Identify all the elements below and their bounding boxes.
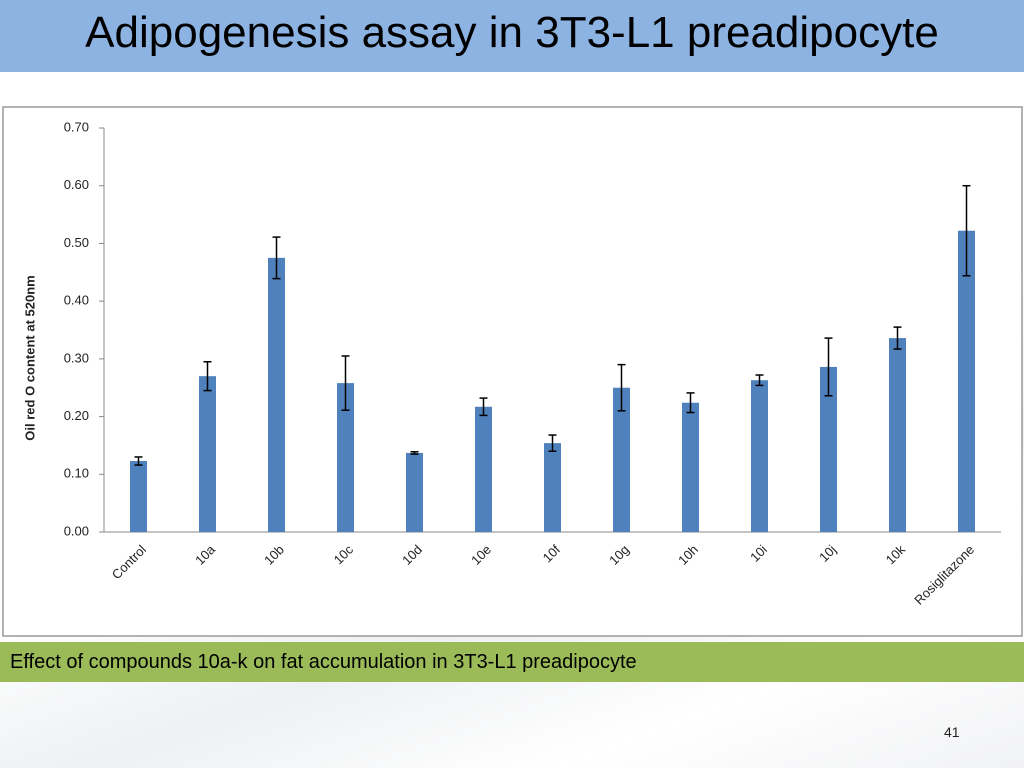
error-bar <box>341 355 350 411</box>
error-bar <box>962 184 971 277</box>
bar <box>682 402 699 532</box>
error-bar <box>479 397 488 417</box>
y-tick-label: 0.60 <box>64 177 89 192</box>
error-bar <box>755 374 764 387</box>
y-tick-label: 0.00 <box>64 523 89 538</box>
error-bar <box>134 456 143 466</box>
error-bar <box>617 363 626 412</box>
y-tick-label: 0.50 <box>64 235 89 250</box>
error-bar <box>548 434 557 452</box>
y-tick-label: 0.30 <box>64 350 89 365</box>
bar <box>613 387 630 532</box>
error-bar <box>686 392 695 414</box>
bar <box>958 230 975 532</box>
error-bar <box>893 326 902 350</box>
bar <box>199 376 216 532</box>
chart-frame <box>2 106 1023 637</box>
bar <box>475 406 492 532</box>
caption: Effect of compounds 10a-k on fat accumul… <box>10 651 637 673</box>
error-bar <box>203 360 212 392</box>
bar <box>889 338 906 532</box>
bar <box>406 452 423 532</box>
y-tick-label: 0.70 <box>64 119 89 134</box>
y-tick-label: 0.10 <box>64 466 89 481</box>
y-tick-label: 0.20 <box>64 408 89 423</box>
title-bar: Adipogenesis assay in 3T3-L1 preadipocyt… <box>0 0 1024 72</box>
page-number: 41 <box>944 724 960 740</box>
y-axis-label: Oil red O content at 520nm <box>22 275 37 440</box>
bar <box>751 380 768 532</box>
error-bar <box>272 236 281 280</box>
y-tick-label: 0.40 <box>64 293 89 308</box>
bar <box>337 383 354 532</box>
bar <box>820 366 837 532</box>
bar <box>268 257 285 532</box>
error-bar <box>824 337 833 397</box>
chart: Oil red O content at 520nm 0.00 0.10 0.20 0… <box>2 106 1023 637</box>
error-bar <box>410 451 419 455</box>
bar <box>544 443 561 532</box>
slide-title: Adipogenesis assay in 3T3-L1 preadipocyt… <box>85 8 939 57</box>
caption-bar: Effect of compounds 10a-k on fat accumul… <box>0 642 1024 682</box>
bar <box>130 461 147 532</box>
